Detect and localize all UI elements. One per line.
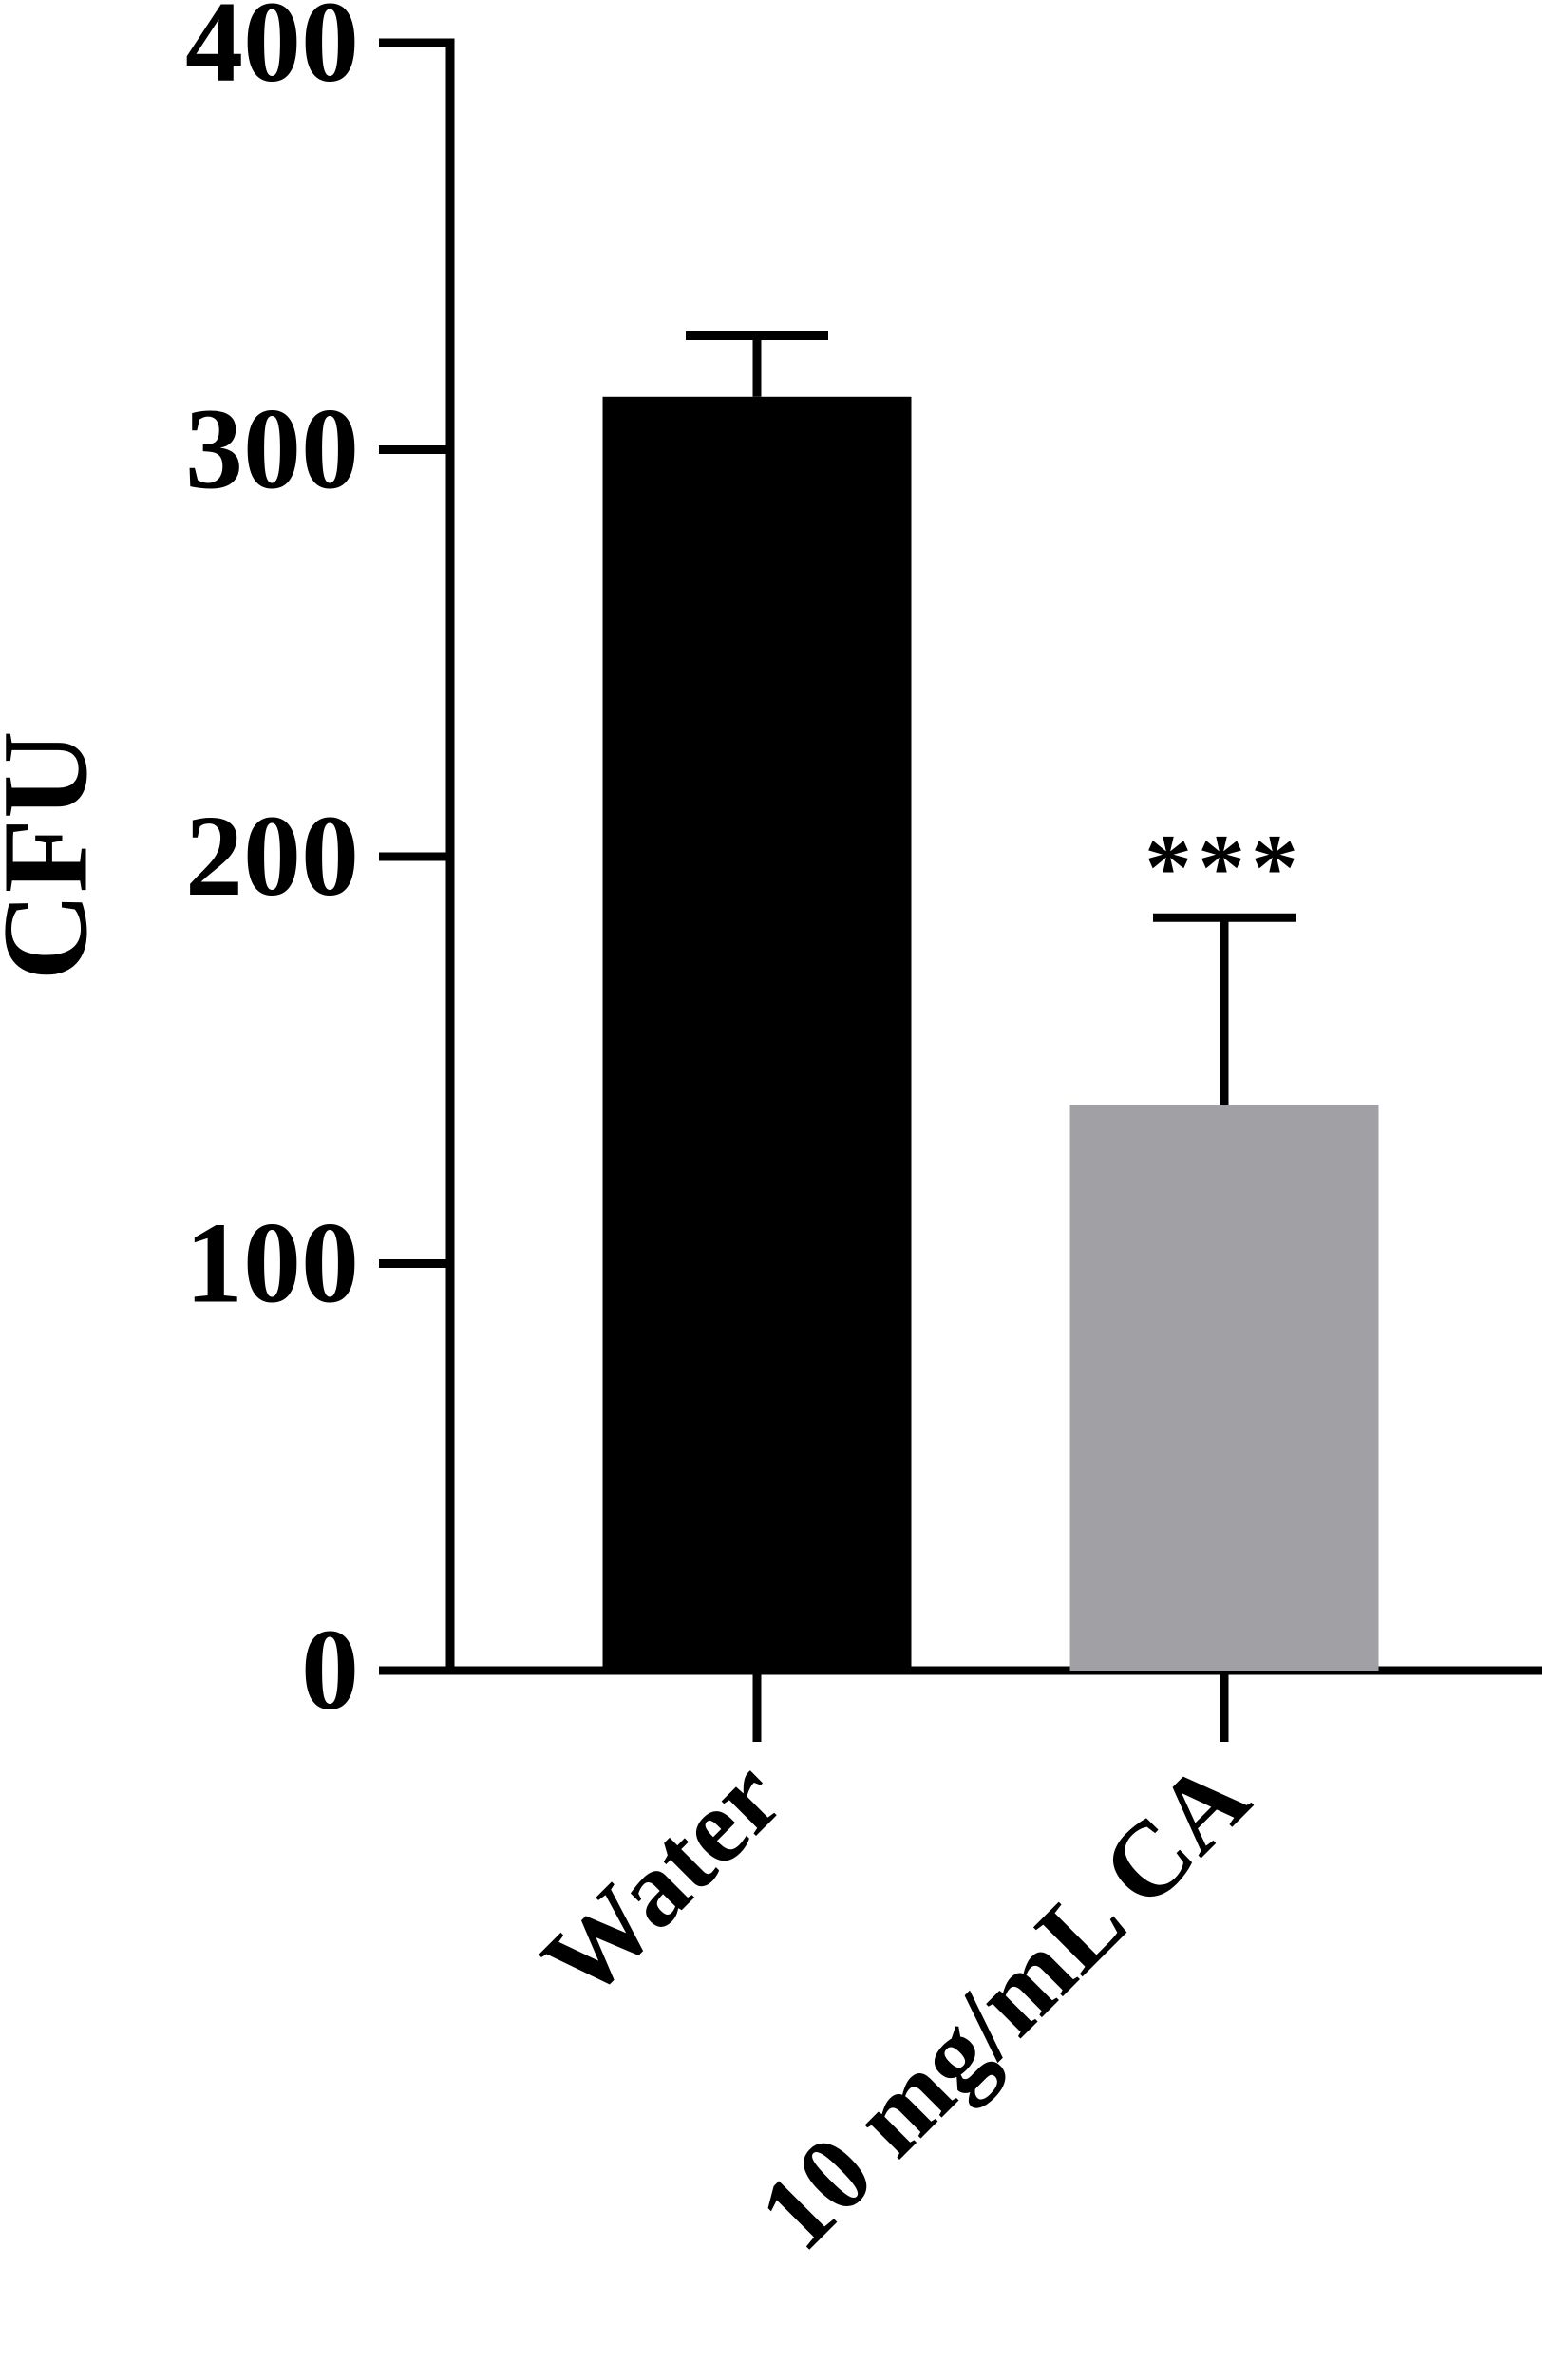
bar <box>602 396 912 1671</box>
y-tick-label: 0 <box>301 1606 359 1734</box>
y-tick-label: 300 <box>185 386 359 514</box>
error-bar <box>1153 913 1296 1105</box>
error-bar <box>686 331 828 397</box>
significance-label: *** <box>1144 814 1304 919</box>
x-tick-label: Water <box>520 1738 804 2022</box>
bar <box>1069 1105 1379 1671</box>
x-tick-label: 10 mg/mL CA <box>737 1738 1272 2273</box>
y-tick-label: 400 <box>185 0 359 106</box>
y-axis-label: CFU <box>0 730 112 980</box>
y-tick-label: 200 <box>185 792 359 920</box>
y-tick-label: 100 <box>185 1199 359 1328</box>
